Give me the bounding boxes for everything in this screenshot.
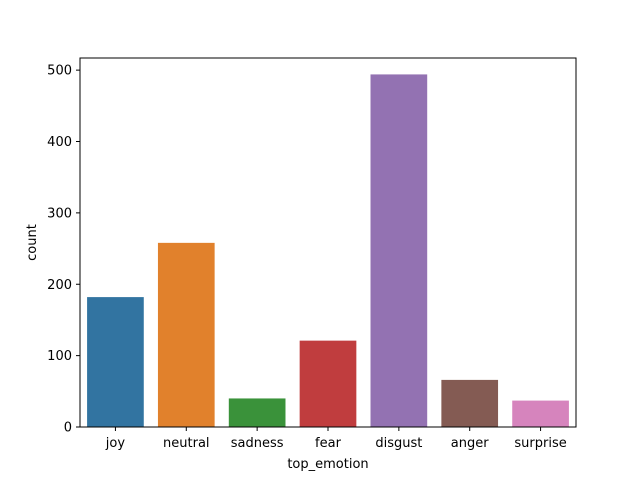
bar-fear: [300, 341, 357, 427]
x-axis: joy neutral sadness fear disgust anger surpris…: [105, 427, 567, 451]
x-tick-label: joy: [105, 436, 126, 451]
x-tick-label: sadness: [231, 436, 284, 451]
x-tick-label: anger: [451, 436, 489, 451]
x-tick-label: disgust: [375, 436, 422, 451]
y-axis: 0 100 200 300 400 500: [47, 64, 80, 436]
x-axis-label: top_emotion: [287, 457, 368, 472]
bar-neutral: [158, 243, 215, 427]
y-tick-label: 200: [47, 278, 72, 293]
x-tick-label: fear: [315, 436, 342, 451]
y-tick-label: 400: [47, 135, 72, 150]
x-tick-label: neutral: [163, 436, 210, 451]
bar-surprise: [512, 401, 569, 427]
x-tick-label: surprise: [514, 436, 566, 451]
y-tick-label: 500: [47, 64, 72, 79]
y-tick-label: 300: [47, 206, 72, 221]
bar-anger: [441, 380, 498, 427]
y-axis-label: count: [25, 224, 40, 261]
bar-joy: [87, 297, 144, 427]
bar-sadness: [229, 398, 286, 427]
y-tick-label: 100: [47, 349, 72, 364]
bars-layer: [87, 74, 569, 427]
y-tick-label: 0: [64, 421, 72, 436]
bar-disgust: [371, 74, 428, 427]
